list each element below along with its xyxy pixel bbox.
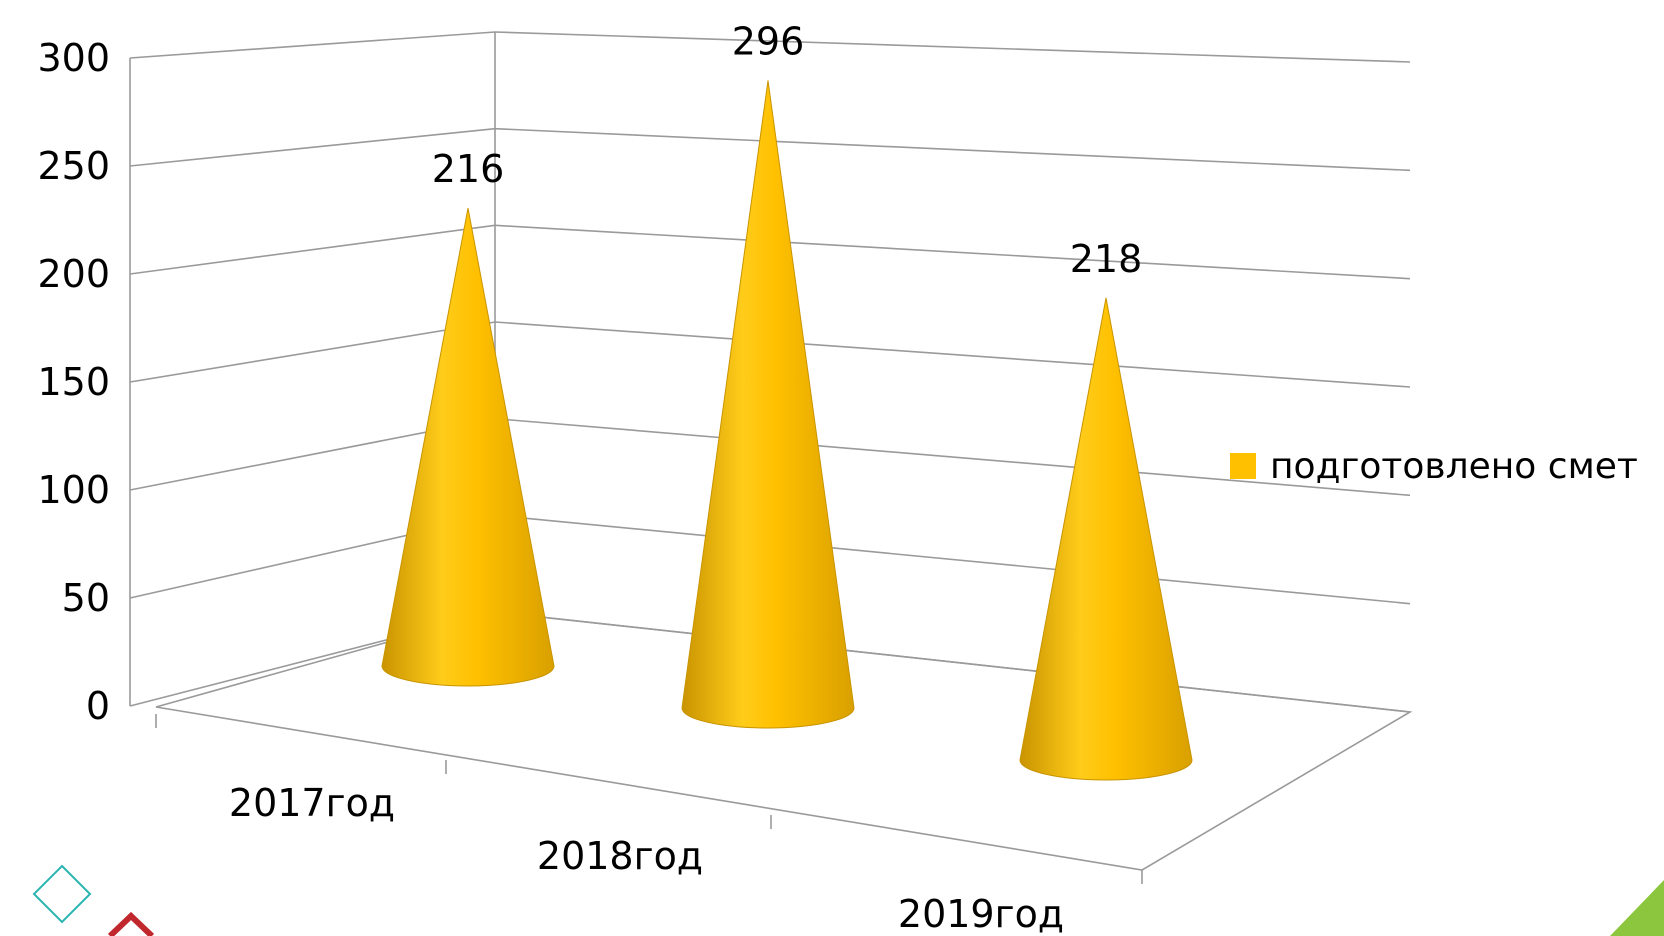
floor: [155, 611, 1413, 871]
y-tick-label: 200: [37, 252, 110, 296]
decor: [32, 864, 1664, 936]
red-chevron-decoration: [107, 911, 155, 936]
x-category-label: 2018год: [537, 834, 703, 878]
data-label: 218: [1070, 237, 1143, 281]
x-category-label: 2019год: [898, 892, 1064, 936]
data-label: 296: [732, 19, 805, 63]
legend-label: подготовлено смет: [1270, 446, 1638, 487]
legend: подготовлено смет: [1230, 446, 1638, 487]
teal-diamond-decoration: [32, 864, 92, 924]
labels-layer: 0 50 100 150 200 250 300 216 2017год 296 2018год 21…: [37, 19, 1142, 936]
bar-cone: [381, 207, 555, 687]
bar-cone: [681, 80, 855, 729]
x-category-label: 2017год: [229, 781, 395, 825]
y-tick-label: 250: [37, 144, 110, 188]
cones-layer: [381, 80, 1193, 781]
y-tick-label: 150: [37, 360, 110, 404]
y-tick-label: 0: [86, 684, 110, 728]
y-tick-label: 50: [62, 576, 110, 620]
green-corner-decoration: [1610, 880, 1664, 936]
y-tick-label: 300: [37, 36, 110, 80]
axis-layer: [129, 32, 1413, 884]
data-label: 216: [432, 147, 505, 191]
bar-cone: [1019, 297, 1193, 781]
legend-swatch: [1230, 453, 1256, 479]
y-tick-label: 100: [37, 468, 110, 512]
